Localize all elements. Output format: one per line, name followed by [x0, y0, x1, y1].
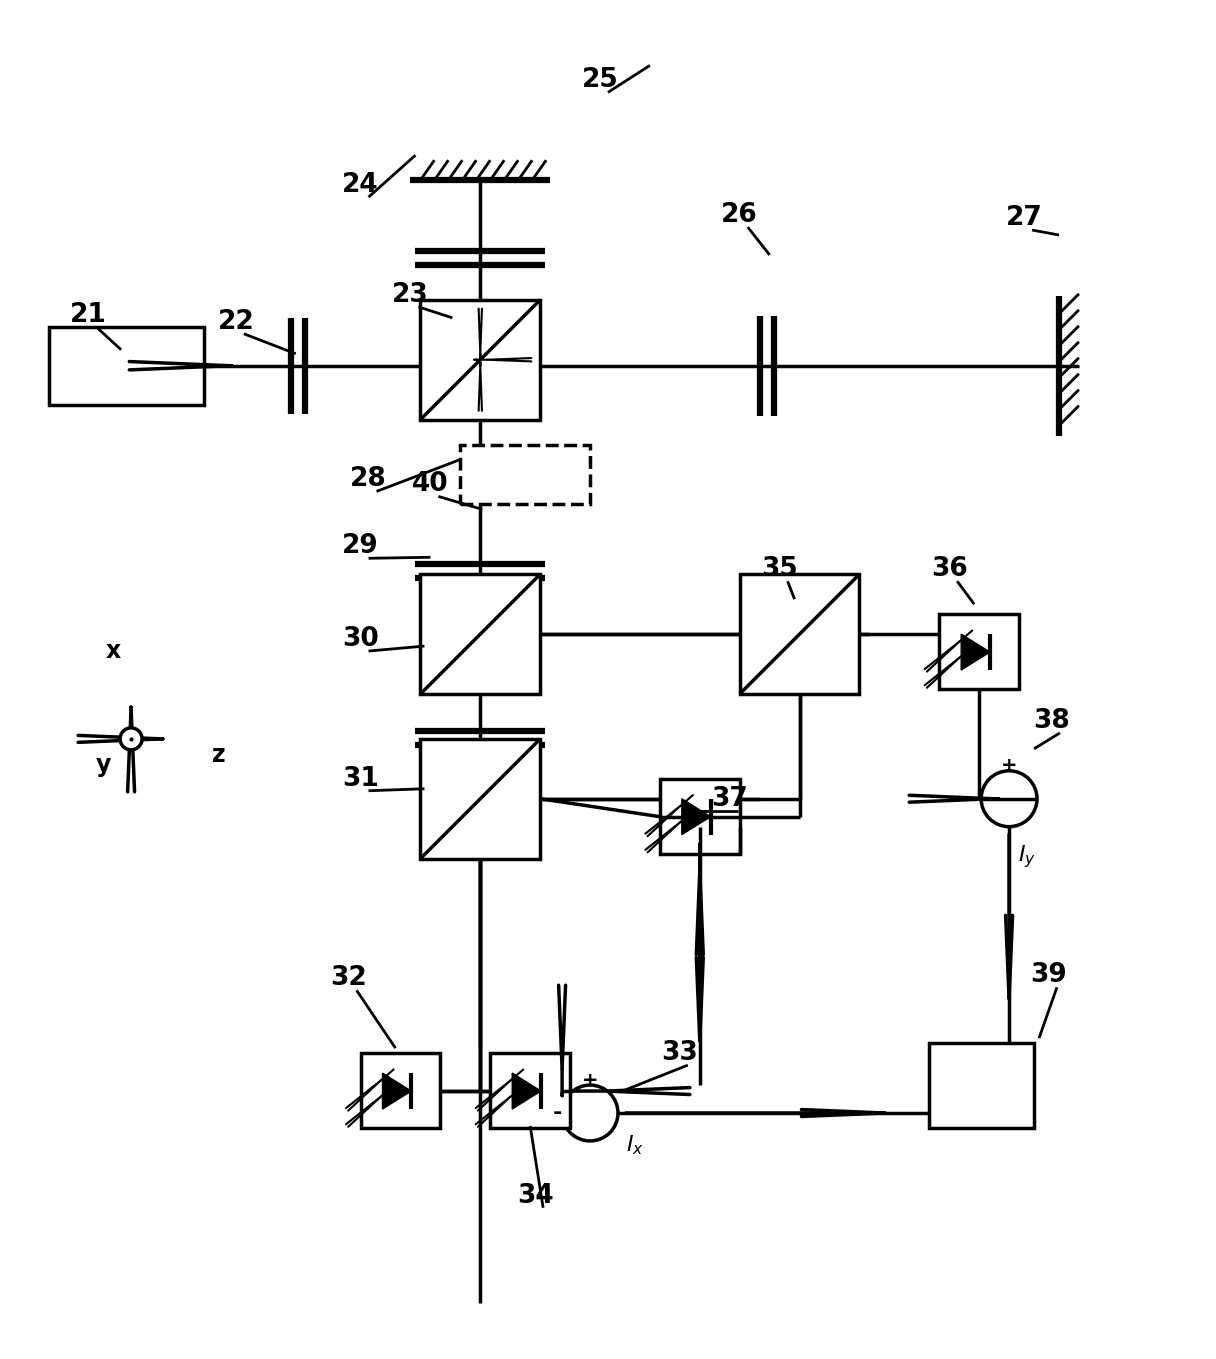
Bar: [421, 300, 540, 420]
Circle shape: [120, 728, 142, 750]
Bar: [660, 779, 739, 853]
Text: 35: 35: [761, 556, 798, 582]
Text: 39: 39: [1031, 962, 1068, 988]
Polygon shape: [383, 1074, 411, 1109]
Text: +: +: [581, 1071, 598, 1090]
Text: 34: 34: [517, 1182, 553, 1208]
Text: -: -: [552, 1104, 562, 1123]
Text: 26: 26: [721, 202, 758, 228]
Text: 36: 36: [930, 556, 968, 582]
Text: 32: 32: [331, 965, 367, 991]
Text: 22: 22: [218, 308, 254, 334]
Circle shape: [981, 771, 1037, 826]
Text: 30: 30: [342, 626, 379, 652]
Text: 23: 23: [392, 281, 429, 308]
Bar: [739, 575, 860, 694]
Polygon shape: [512, 1074, 541, 1109]
Text: 28: 28: [350, 466, 387, 492]
Text: z: z: [212, 743, 226, 766]
Polygon shape: [961, 635, 990, 670]
Text: 21: 21: [69, 302, 107, 328]
Bar: [461, 444, 590, 504]
Text: 29: 29: [342, 533, 379, 560]
Text: -: -: [972, 788, 981, 809]
Circle shape: [562, 1084, 618, 1142]
Bar: [421, 739, 540, 859]
Text: 33: 33: [662, 1040, 698, 1067]
Text: y: y: [96, 753, 111, 777]
Text: 27: 27: [1006, 205, 1042, 231]
Bar: [361, 1053, 440, 1128]
Text: x: x: [106, 639, 120, 663]
Polygon shape: [682, 799, 710, 834]
Bar: [939, 614, 1019, 689]
Text: 40: 40: [412, 472, 449, 497]
Text: +: +: [1001, 757, 1018, 775]
Text: 31: 31: [342, 765, 379, 792]
Text: $I_x$: $I_x$: [626, 1133, 643, 1157]
Bar: [50, 326, 204, 405]
Text: 37: 37: [711, 786, 748, 811]
Bar: [929, 1044, 1034, 1128]
Text: 38: 38: [1034, 708, 1070, 734]
Text: $I_y$: $I_y$: [1018, 843, 1036, 870]
Bar: [490, 1053, 570, 1128]
Bar: [421, 575, 540, 694]
Text: 24: 24: [342, 173, 379, 198]
Text: 25: 25: [581, 68, 619, 94]
